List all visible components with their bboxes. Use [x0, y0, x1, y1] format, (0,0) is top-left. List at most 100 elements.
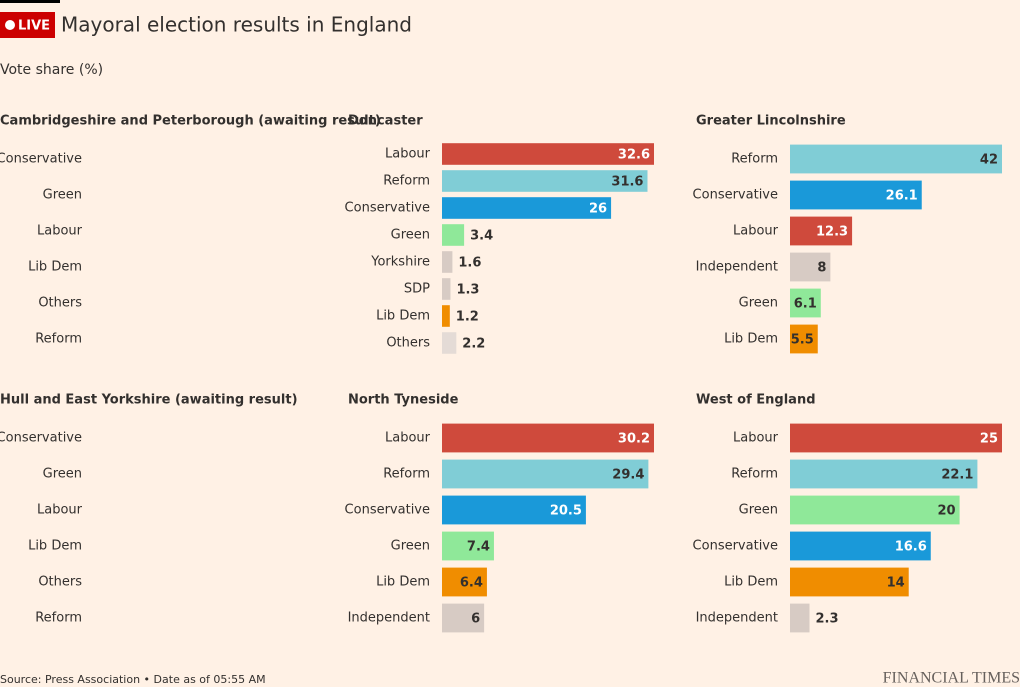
category-label: Labour	[37, 224, 83, 239]
bar	[790, 252, 831, 282]
bar	[442, 197, 612, 219]
value-label: 7.4	[467, 540, 490, 555]
category-label: Others	[38, 296, 82, 311]
category-label: Lib Dem	[28, 539, 82, 554]
value-label: 1.2	[456, 310, 479, 325]
value-label: 29.4	[612, 468, 644, 483]
category-label: Green	[739, 296, 778, 311]
value-label: 8	[817, 261, 826, 276]
category-label: Green	[739, 503, 778, 518]
panel-title: North Tyneside	[348, 393, 459, 408]
bar	[442, 567, 487, 597]
bar	[442, 495, 586, 525]
bar	[442, 278, 451, 300]
category-label: Independent	[696, 260, 778, 275]
bar	[442, 170, 648, 192]
value-label: 31.6	[611, 175, 643, 190]
bar	[790, 531, 931, 561]
category-label: Lib Dem	[724, 332, 778, 347]
bar	[442, 531, 494, 561]
bar	[442, 224, 465, 246]
category-label: Labour	[733, 224, 779, 239]
value-label: 25	[980, 432, 998, 447]
category-label: Labour	[385, 431, 431, 446]
category-label: Others	[38, 575, 82, 590]
value-label: 2.2	[462, 337, 485, 352]
bar	[442, 251, 453, 273]
value-label: 6.4	[460, 576, 483, 591]
bar	[790, 180, 922, 210]
panel-title: Hull and East Yorkshire (awaiting result…	[0, 393, 298, 408]
bar	[442, 332, 457, 354]
category-label: SDP	[404, 282, 430, 297]
category-label: Green	[391, 228, 430, 243]
value-label: 26	[589, 202, 607, 217]
value-label: 1.6	[458, 256, 481, 271]
category-label: Green	[43, 188, 82, 203]
bar	[790, 495, 960, 525]
category-label: Reform	[383, 467, 430, 482]
bar	[442, 305, 450, 327]
category-label: Green	[391, 539, 430, 554]
category-label: Reform	[35, 611, 82, 626]
subtitle: Vote share (%)	[0, 62, 103, 78]
value-label: 3.4	[470, 229, 493, 244]
value-label: 12.3	[816, 225, 848, 240]
top-rule	[0, 0, 60, 3]
panel-title: Greater Lincolnshire	[696, 114, 846, 129]
category-label: Labour	[37, 503, 83, 518]
bar	[442, 603, 485, 633]
bar	[790, 423, 1002, 453]
value-label: 2.3	[816, 612, 839, 627]
category-label: Lib Dem	[376, 575, 430, 590]
value-label: 16.6	[895, 540, 927, 555]
category-label: Independent	[696, 611, 778, 626]
panel-title: Cambridgeshire and Peterborough (awaitin…	[0, 114, 381, 129]
value-label: 6.1	[794, 297, 817, 312]
value-label: 22.1	[941, 468, 973, 483]
category-label: Conservative	[693, 188, 778, 203]
category-label: Lib Dem	[376, 309, 430, 324]
live-dot	[5, 20, 15, 30]
value-label: 30.2	[618, 432, 650, 447]
bar	[790, 288, 821, 318]
bar	[442, 423, 654, 453]
value-label: 26.1	[886, 189, 918, 204]
source: Source: Press Association • Date as of 0…	[0, 673, 266, 686]
category-label: Yorkshire	[370, 255, 430, 270]
category-label: Others	[386, 336, 430, 351]
bar	[442, 459, 649, 489]
category-label: Lib Dem	[28, 260, 82, 275]
bar	[442, 143, 654, 165]
category-label: Reform	[731, 467, 778, 482]
value-label: 1.3	[456, 283, 479, 298]
value-label: 42	[980, 153, 998, 168]
category-label: Labour	[385, 147, 431, 162]
bar	[790, 459, 978, 489]
live-label: LIVE	[18, 19, 50, 34]
value-label: 5.5	[791, 333, 814, 348]
value-label: 14	[887, 576, 905, 591]
value-label: 20.5	[550, 504, 582, 519]
panel-title: West of England	[696, 393, 816, 408]
category-label: Conservative	[345, 503, 430, 518]
category-label: Conservative	[693, 539, 778, 554]
category-label: Reform	[383, 174, 430, 189]
bar	[790, 324, 818, 354]
bar	[790, 603, 810, 633]
category-label: Reform	[35, 332, 82, 347]
bar	[790, 144, 1002, 174]
category-label: Lib Dem	[724, 575, 778, 590]
category-label: Conservative	[0, 152, 82, 167]
value-label: 20	[938, 504, 956, 519]
category-label: Labour	[733, 431, 779, 446]
category-label: Conservative	[0, 431, 82, 446]
brand: FINANCIAL TIMES	[883, 670, 1020, 687]
category-label: Conservative	[345, 201, 430, 216]
category-label: Reform	[731, 152, 778, 167]
bar	[790, 216, 853, 246]
bar	[790, 567, 909, 597]
category-label: Independent	[348, 611, 430, 626]
panel-title: Doncaster	[348, 114, 423, 129]
